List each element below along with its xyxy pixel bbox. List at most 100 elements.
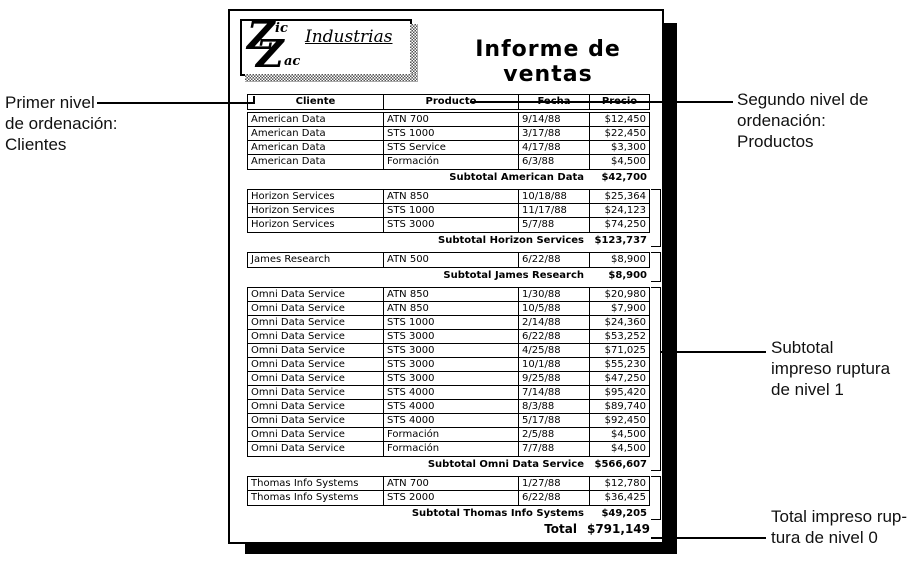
client-group: Omni Data Service ATN 850 1/30/88 $20,980 Om… (247, 287, 661, 471)
header-cliente: Cliente (248, 95, 384, 109)
cell-date: 8/3/88 (519, 400, 590, 413)
table-row: American Data Formación 6/3/88 $4,500 (248, 155, 649, 169)
cell-date: 7/7/88 (519, 442, 590, 456)
total-label: Total (544, 522, 577, 536)
table-row: Horizon Services STS 3000 5/7/88 $74,250 (248, 218, 649, 232)
cell-product: ATN 850 (384, 302, 519, 315)
annotation-line: Segundo nivel de (737, 90, 869, 109)
annotation-line: Primer nivel (5, 93, 95, 112)
cell-product: Formación (384, 155, 519, 169)
cell-date: 5/17/88 (519, 414, 590, 427)
cell-price: $12,450 (604, 114, 646, 125)
cell-product: ATN 500 (384, 253, 519, 267)
table-row: Omni Data Service Formación 7/7/88 $4,500 (248, 442, 649, 456)
cell-date: 10/1/88 (519, 358, 590, 371)
cell-price: $24,123 (604, 205, 646, 216)
logo-letter-z-top: Z (247, 13, 275, 58)
callout-line-subtotal (660, 351, 766, 353)
subtotal-label: Subtotal Thomas Info Systems (411, 507, 584, 519)
callout-line-primer-nivel (97, 102, 255, 104)
table-row: American Data ATN 700 9/14/88 $12,450 (248, 113, 649, 127)
group-rows: Thomas Info Systems ATN 700 1/27/88 $12,780… (247, 476, 650, 506)
subtotal-label: Subtotal Horizon Services (438, 234, 584, 246)
client-group: American Data ATN 700 9/14/88 $12,450 Americ… (247, 112, 650, 184)
annotation-line: de ordenación: (5, 114, 118, 133)
cell-date: 6/22/88 (519, 253, 590, 267)
cell-product: STS 3000 (384, 344, 519, 357)
subtotal-label: Subtotal Omni Data Service (427, 458, 584, 470)
annotation-line: Subtotal (771, 338, 834, 357)
cell-client: Thomas Info Systems (248, 491, 384, 505)
subtotal-row: Subtotal James Research $8,900 (247, 268, 650, 282)
table-row: Omni Data Service STS 3000 10/1/88 $55,230 (248, 358, 649, 372)
cell-client: Omni Data Service (248, 344, 384, 357)
cell-client: American Data (248, 141, 384, 154)
cell-product: STS 2000 (384, 491, 519, 505)
cell-price: $36,425 (604, 492, 646, 503)
cell-client: Horizon Services (248, 190, 384, 203)
subtotal-row: Subtotal Omni Data Service $566,607 (247, 457, 650, 471)
cell-client: Thomas Info Systems (248, 477, 384, 490)
sales-report-table: Cliente Producto Fecha Precio American D… (247, 94, 661, 538)
table-row: Horizon Services STS 1000 11/17/88 $24,123 (248, 204, 649, 218)
subtotal-value: $123,737 (594, 234, 647, 246)
cell-product: STS 3000 (384, 330, 519, 343)
table-row: American Data STS 1000 3/17/88 $22,450 (248, 127, 649, 141)
cell-client: James Research (248, 253, 384, 267)
total-value: $791,149 (586, 522, 650, 536)
subtotal-value: $42,700 (601, 171, 647, 183)
cell-price: $3,300 (611, 142, 646, 153)
subtotal-row: Subtotal Horizon Services $123,737 (247, 233, 650, 247)
callout-tick-primer-nivel (253, 96, 255, 104)
cell-date: 5/7/88 (519, 218, 590, 232)
cell-client: Omni Data Service (248, 316, 384, 329)
cell-date: 10/5/88 (519, 302, 590, 315)
table-row: Omni Data Service ATN 850 10/5/88 $7,900 (248, 302, 649, 316)
cell-price: $47,250 (604, 373, 646, 384)
cell-product: ATN 700 (384, 113, 519, 126)
cell-price: $8,900 (611, 254, 646, 265)
cell-price: $95,420 (604, 387, 646, 398)
annotation-total-nivel-0: Total impreso rup- tura de nivel 0 (771, 506, 907, 548)
annotation-line: Productos (737, 132, 814, 151)
cell-client: Horizon Services (248, 204, 384, 217)
table-row: Omni Data Service STS 3000 9/25/88 $47,250 (248, 372, 649, 386)
table-row: Omni Data Service STS 4000 7/14/88 $95,420 (248, 386, 649, 400)
subtotal-row: Subtotal Thomas Info Systems $49,205 (247, 506, 650, 520)
cell-product: STS 1000 (384, 204, 519, 217)
logo-company-name: Industrias (305, 27, 393, 47)
table-row: Omni Data Service STS 3000 4/25/88 $71,025 (248, 344, 649, 358)
report-page: Z ic Z ac Industrias Informe de ventas C… (228, 9, 664, 544)
table-row: Omni Data Service STS 4000 8/3/88 $89,740 (248, 400, 649, 414)
group-rows: Omni Data Service ATN 850 1/30/88 $20,980 Om… (247, 287, 650, 457)
cell-date: 1/27/88 (519, 477, 590, 490)
cell-date: 10/18/88 (519, 190, 590, 203)
cell-product: Formación (384, 428, 519, 441)
table-row: Omni Data Service ATN 850 1/30/88 $20,980 (248, 288, 649, 302)
cell-date: 3/17/88 (519, 127, 590, 140)
cell-product: ATN 700 (384, 477, 519, 490)
group-bracket (651, 287, 661, 471)
cell-client: Omni Data Service (248, 358, 384, 371)
table-row: Omni Data Service STS 3000 6/22/88 $53,252 (248, 330, 649, 344)
cell-date: 11/17/88 (519, 204, 590, 217)
cell-price: $4,500 (611, 443, 646, 454)
subtotal-value: $8,900 (608, 269, 647, 281)
cell-product: STS 1000 (384, 316, 519, 329)
subtotal-label: Subtotal James Research (443, 269, 584, 281)
company-logo: Z ic Z ac Industrias (240, 13, 418, 82)
subtotal-value: $566,607 (594, 458, 647, 470)
cell-date: 4/17/88 (519, 141, 590, 154)
cell-client: Omni Data Service (248, 442, 384, 456)
group-bracket (651, 252, 661, 282)
cell-price: $20,980 (604, 289, 646, 300)
cell-price: $4,500 (611, 156, 646, 167)
group-rows: Horizon Services ATN 850 10/18/88 $25,364 Ho… (247, 189, 650, 233)
cell-price: $74,250 (604, 219, 646, 230)
table-row: Thomas Info Systems ATN 700 1/27/88 $12,780 (248, 477, 649, 491)
logo-letters-ic: ic (275, 21, 288, 36)
annotation-line: Clientes (5, 135, 67, 154)
cell-price: $55,230 (604, 359, 646, 370)
group-bracket (651, 476, 661, 520)
